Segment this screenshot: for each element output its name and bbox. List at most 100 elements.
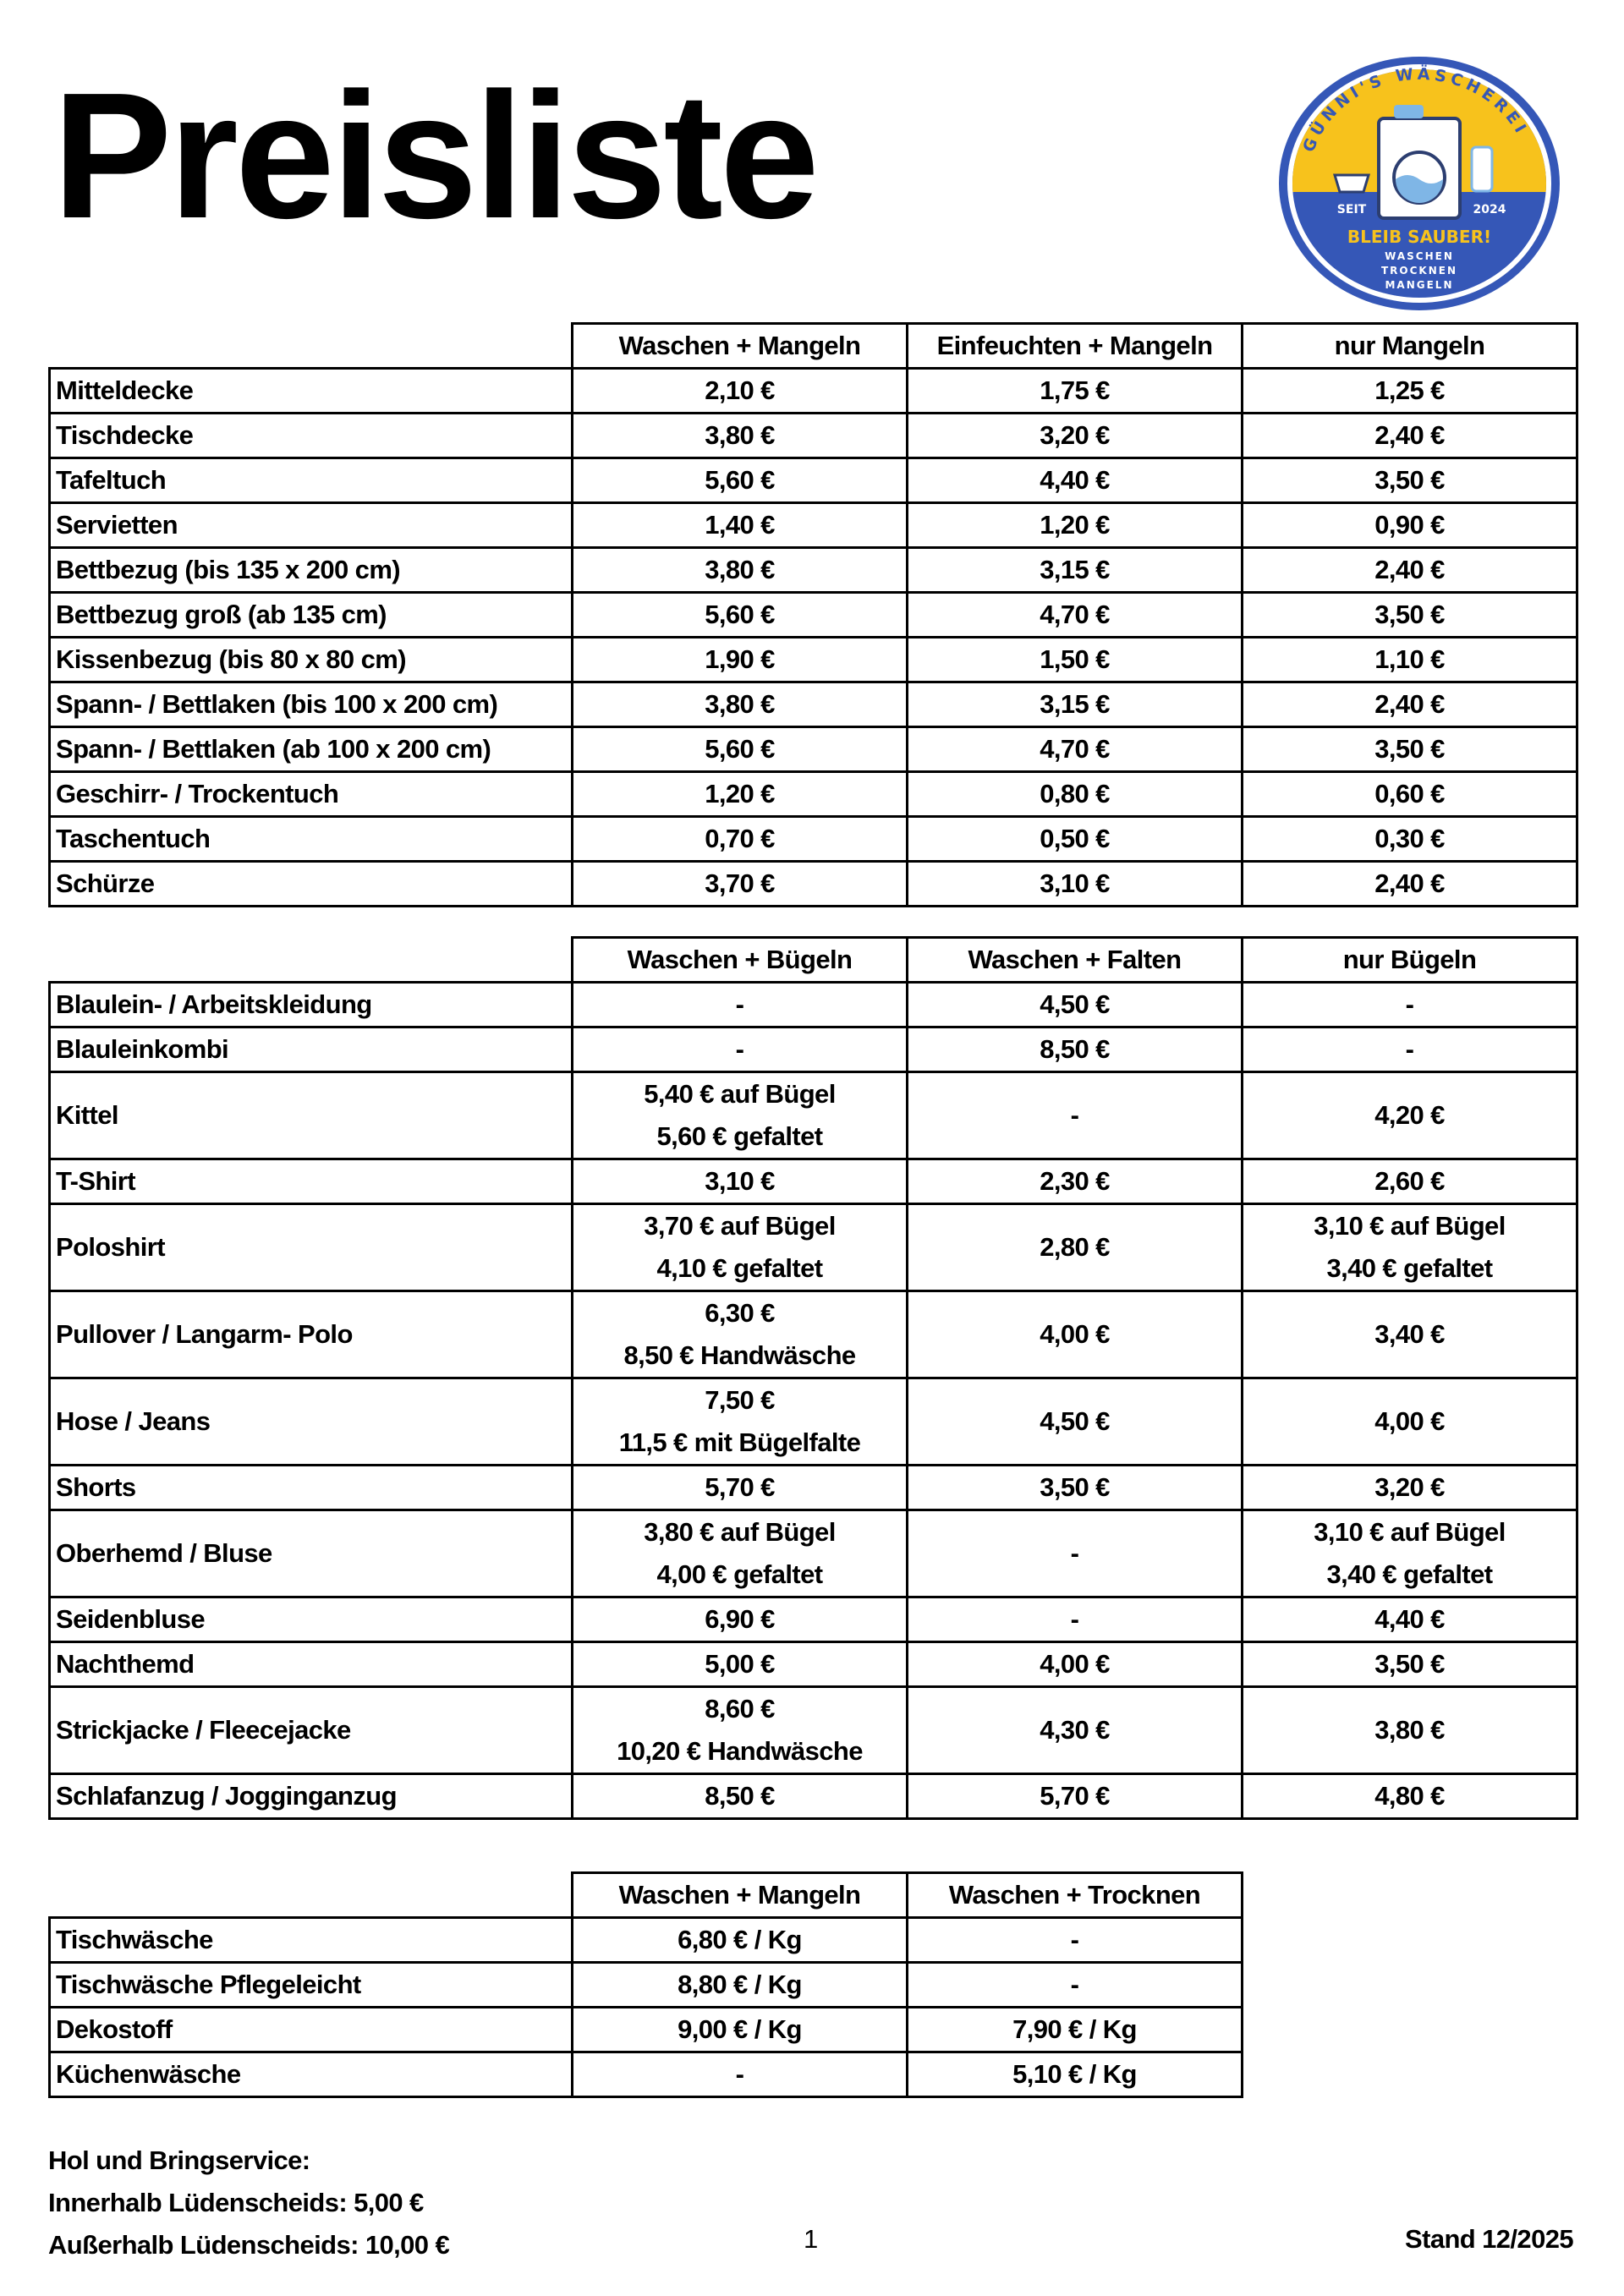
column-header: Einfeuchten + Mangeln (906, 322, 1243, 370)
table-row: Spann- / Bettlaken (bis 100 x 200 cm) 3,8… (48, 681, 1578, 728)
price-cell: 7,50 € 11,5 € mit Bügelfalte (571, 1377, 908, 1466)
item-name: Tischwäsche (48, 1916, 573, 1964)
price-cell: 3,20 € (906, 412, 1243, 459)
table-row: Tischwäsche Pflegeleicht 8,80 € / Kg - (48, 1961, 1243, 2008)
price-cell: 3,15 € (906, 546, 1243, 594)
price-line: 4,80 € (1374, 1781, 1445, 1811)
price-cell: 3,80 € (571, 412, 908, 459)
price-line: 8,60 € (705, 1694, 775, 1723)
table-row: Strickjacke / Fleecejacke 8,60 € 10,20 € H… (48, 1685, 1578, 1775)
price-cell: 5,00 € (571, 1641, 908, 1688)
item-name: Shorts (48, 1464, 573, 1511)
table-row: Blaulein- / Arbeitskleidung - 4,50 € - (48, 981, 1578, 1028)
stand-date: Stand 12/2025 (1405, 2224, 1574, 2254)
page-title: Preisliste (52, 55, 820, 255)
price-line: 11,5 € mit Bügelfalte (618, 1427, 861, 1457)
price-line: 8,50 € (705, 1781, 775, 1811)
empty-header-cell (49, 1872, 573, 1919)
table-row: Kissenbezug (bis 80 x 80 cm) 1,90 €1,50 €… (48, 636, 1578, 683)
price-line: 3,80 € auf Bügel (644, 1517, 836, 1547)
price-cell: - (906, 1961, 1243, 2008)
price-cell: - (906, 1509, 1243, 1598)
price-cell: 0,30 € (1241, 815, 1578, 863)
price-cell: 4,00 € (906, 1290, 1243, 1379)
price-cell: 3,10 € auf Bügel 3,40 € gefaltet (1241, 1203, 1578, 1292)
price-line: 4,40 € (1374, 1604, 1445, 1634)
table-row: Bettbezug (bis 135 x 200 cm) 3,80 €3,15 €… (48, 546, 1578, 594)
price-line: 4,30 € (1040, 1715, 1110, 1745)
price-cell: 8,50 € (571, 1773, 908, 1820)
column-header: Waschen + Mangeln (571, 322, 908, 370)
price-cell: 3,20 € (1241, 1464, 1578, 1511)
item-name: Geschirr- / Trockentuch (48, 770, 573, 818)
table-row: Hose / Jeans 7,50 € 11,5 € mit Bügelfalte 4… (48, 1377, 1578, 1466)
buegeln-price-table: Waschen + Bügeln Waschen + Falten nur Büge… (48, 936, 1578, 1820)
price-line: 5,70 € (705, 1472, 775, 1502)
table-row: T-Shirt 3,10 € 2,30 € 2,60 € (48, 1158, 1578, 1205)
price-line: - (735, 989, 744, 1019)
table-row: Schürze 3,70 €3,10 €2,40 € (48, 860, 1578, 907)
column-header: Waschen + Mangeln (571, 1871, 908, 1919)
item-name: Blaulein- / Arbeitskleidung (48, 981, 573, 1028)
price-line: - (1405, 1034, 1414, 1064)
table-row: Nachthemd 5,00 € 4,00 € 3,50 € (48, 1641, 1578, 1688)
price-line: 5,70 € (1040, 1781, 1110, 1811)
price-cell: 4,00 € (906, 1641, 1243, 1688)
price-line: - (1405, 989, 1414, 1019)
price-line: 3,70 € auf Bügel (644, 1211, 836, 1241)
column-header: nur Bügeln (1241, 936, 1578, 984)
price-line: 3,50 € (1040, 1472, 1110, 1502)
price-cell: 1,20 € (906, 501, 1243, 549)
price-cell: 3,10 € (906, 860, 1243, 907)
price-line: 3,40 € gefaltet (1326, 1253, 1493, 1283)
price-cell: 3,70 € auf Bügel 4,10 € gefaltet (571, 1203, 908, 1292)
item-name: Tischdecke (48, 412, 573, 459)
price-line: 4,50 € (1040, 989, 1110, 1019)
table-row: Küchenwäsche -5,10 € / Kg (48, 2051, 1243, 2098)
price-line: 3,40 € (1374, 1319, 1445, 1349)
price-cell: 1,50 € (906, 636, 1243, 683)
price-line: 6,90 € (705, 1604, 775, 1634)
price-line: 5,40 € auf Bügel (644, 1079, 836, 1109)
price-cell: 4,70 € (906, 591, 1243, 638)
price-cell: 4,70 € (906, 726, 1243, 773)
laundry-logo: GÜNNI'S WÄSCHEREI SEIT 2024 BLEIB SAUBER… (1276, 52, 1563, 315)
item-name: Seidenbluse (48, 1596, 573, 1643)
price-cell: 4,30 € (906, 1685, 1243, 1775)
item-name: Dekostoff (48, 2006, 573, 2053)
price-cell: 3,70 € (571, 860, 908, 907)
price-cell: 3,50 € (1241, 726, 1578, 773)
price-cell: 4,50 € (906, 981, 1243, 1028)
item-name: Pullover / Langarm- Polo (48, 1290, 573, 1379)
price-line: 10,20 € Handwäsche (617, 1736, 863, 1766)
svg-text:BLEIB SAUBER!: BLEIB SAUBER! (1347, 227, 1491, 247)
price-line: 3,40 € gefaltet (1326, 1559, 1493, 1589)
price-cell: 1,20 € (571, 770, 908, 818)
page-number: 1 (804, 2224, 819, 2254)
table-row: Pullover / Langarm- Polo 6,30 € 8,50 € Han… (48, 1290, 1578, 1379)
table-row: Servietten 1,40 €1,20 €0,90 € (48, 501, 1578, 549)
price-line: 8,50 € (1040, 1034, 1110, 1064)
outside-price: Außerhalb Lüdenscheids: 10,00 € (48, 2230, 450, 2260)
price-line: 2,60 € (1374, 1166, 1445, 1196)
table-row: Oberhemd / Bluse 3,80 € auf Bügel 4,00 € g… (48, 1509, 1578, 1598)
price-line: - (1070, 1538, 1079, 1568)
price-cell: 0,70 € (571, 815, 908, 863)
table-row: Tischdecke 3,80 €3,20 €2,40 € (48, 412, 1578, 459)
item-name: Strickjacke / Fleecejacke (48, 1685, 573, 1775)
price-line: 4,00 € (1374, 1406, 1445, 1436)
price-cell: 2,40 € (1241, 546, 1578, 594)
price-cell: 6,30 € 8,50 € Handwäsche (571, 1290, 908, 1379)
price-cell: 2,10 € (571, 367, 908, 414)
price-line: 4,10 € gefaltet (656, 1253, 823, 1283)
price-cell: 3,80 € (1241, 1685, 1578, 1775)
price-line: 2,30 € (1040, 1166, 1110, 1196)
table-row: Tafeltuch 5,60 €4,40 €3,50 € (48, 457, 1578, 504)
price-line: 5,00 € (705, 1649, 775, 1679)
mangeln-price-table: Waschen + Mangeln Einfeuchten + Mangeln nu… (48, 322, 1578, 907)
price-line: 7,50 € (705, 1385, 775, 1415)
item-name: Hose / Jeans (48, 1377, 573, 1466)
price-cell: 4,20 € (1241, 1071, 1578, 1160)
empty-header-cell (49, 937, 573, 984)
column-header: Waschen + Bügeln (571, 936, 908, 984)
